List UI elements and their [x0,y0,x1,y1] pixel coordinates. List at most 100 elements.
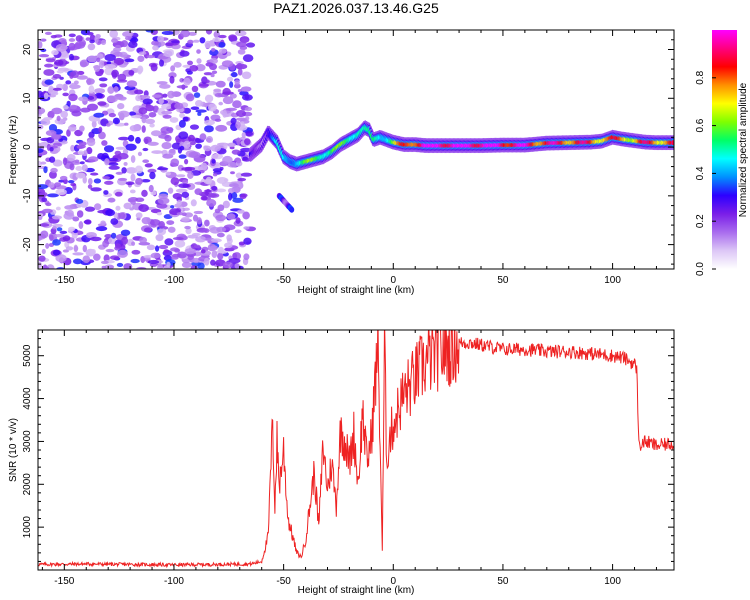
noise-speckle [55,254,67,263]
noise-speckle [211,185,218,191]
noise-speckle [170,247,180,252]
noise-speckle [190,199,197,207]
noise-speckle [192,257,200,264]
noise-speckle [245,116,250,121]
noise-speckle [147,141,159,146]
noise-speckle [195,64,206,72]
colorbar-tick-label: 0.2 [695,214,706,228]
noise-speckle [42,208,53,214]
noise-speckle [144,118,156,125]
noise-speckle [43,116,53,121]
noise-speckle [141,216,151,225]
noise-speckle [104,264,115,269]
noise-speckle [40,161,47,165]
noise-speckle [226,76,234,82]
noise-speckle [181,216,190,222]
noise-speckle [157,228,167,236]
noise-speckle [130,155,136,163]
noise-speckle [104,234,113,239]
noise-speckle [137,67,143,75]
noise-speckle [193,244,201,249]
noise-speckle [109,30,119,38]
noise-speckle [86,139,96,147]
noise-speckle [164,238,174,246]
noise-speckle [198,83,210,87]
noise-speckle [130,173,136,182]
noise-speckle [178,131,189,140]
noise-speckle [243,237,252,245]
noise-speckle [78,96,89,102]
noise-speckle [231,149,241,155]
noise-speckle [218,41,226,48]
noise-speckle [148,111,157,118]
noise-speckle [104,63,117,70]
noise-speckle [173,61,182,68]
noise-speckle [68,42,76,51]
noise-speckle [117,152,129,160]
colorbar-axis: 0.0 0.2 0.4 0.6 0.8 [695,70,716,276]
noise-speckle [156,211,163,216]
noise-speckle [40,48,47,53]
noise-speckle [77,150,85,156]
noise-speckle [188,31,197,36]
noise-speckle [104,180,114,185]
snr-y-tick-label: 4000 [22,387,33,410]
noise-speckle [170,158,180,167]
noise-speckle [38,148,44,154]
noise-speckle [85,232,97,239]
noise-speckle [135,136,141,144]
noise-speckle [60,118,66,124]
noise-speckle [215,80,226,88]
snr-line [38,330,674,569]
noise-speckle [38,107,46,115]
colorbar: 0.0 0.2 0.4 0.6 0.8 Normalized spectral ampl… [695,30,749,276]
noise-speckle [40,38,47,42]
noise-speckle [236,62,243,70]
noise-speckle [175,188,188,193]
noise-speckle [188,151,201,159]
noise-speckle [235,217,241,224]
noise-speckle [146,105,155,112]
noise-speckle [101,265,107,269]
noise-speckle [146,54,155,59]
noise-speckle [62,92,69,97]
noise-speckle [171,256,179,260]
noise-speckle [234,79,240,86]
noise-speckle [149,171,156,180]
noise-speckle [113,57,125,66]
snr-y-tick-label: 2000 [22,473,33,496]
noise-speckle [246,42,256,48]
noise-speckle [147,259,160,265]
noise-speckle [118,51,128,58]
noise-speckle [118,212,126,220]
noise-speckle [204,94,214,103]
noise-speckle [178,183,190,189]
noise-speckle [185,227,192,235]
noise-speckle [243,226,250,230]
noise-speckle [49,234,54,242]
noise-speckle [65,209,74,217]
snr-x-tick-label: 0 [391,576,397,587]
noise-speckle [84,206,96,212]
noise-speckle [116,262,124,268]
noise-speckle [54,59,64,66]
noise-speckle [96,57,101,63]
noise-speckle [139,236,148,244]
noise-speckle [126,80,138,88]
spectrogram-ridge [248,120,674,213]
noise-speckle [178,154,187,159]
noise-speckle [196,58,202,64]
noise-speckle [156,203,168,209]
noise-speckle [120,229,131,236]
noise-speckle [38,261,43,269]
noise-speckle [143,255,153,259]
noise-speckle [93,253,101,261]
noise-speckle [169,117,179,123]
noise-speckle [122,31,134,38]
noise-speckle [114,243,121,249]
noise-speckle [217,246,224,254]
noise-speckle [135,94,141,102]
noise-speckle [135,177,143,185]
noise-speckle [234,229,242,234]
noise-speckle [42,266,50,269]
